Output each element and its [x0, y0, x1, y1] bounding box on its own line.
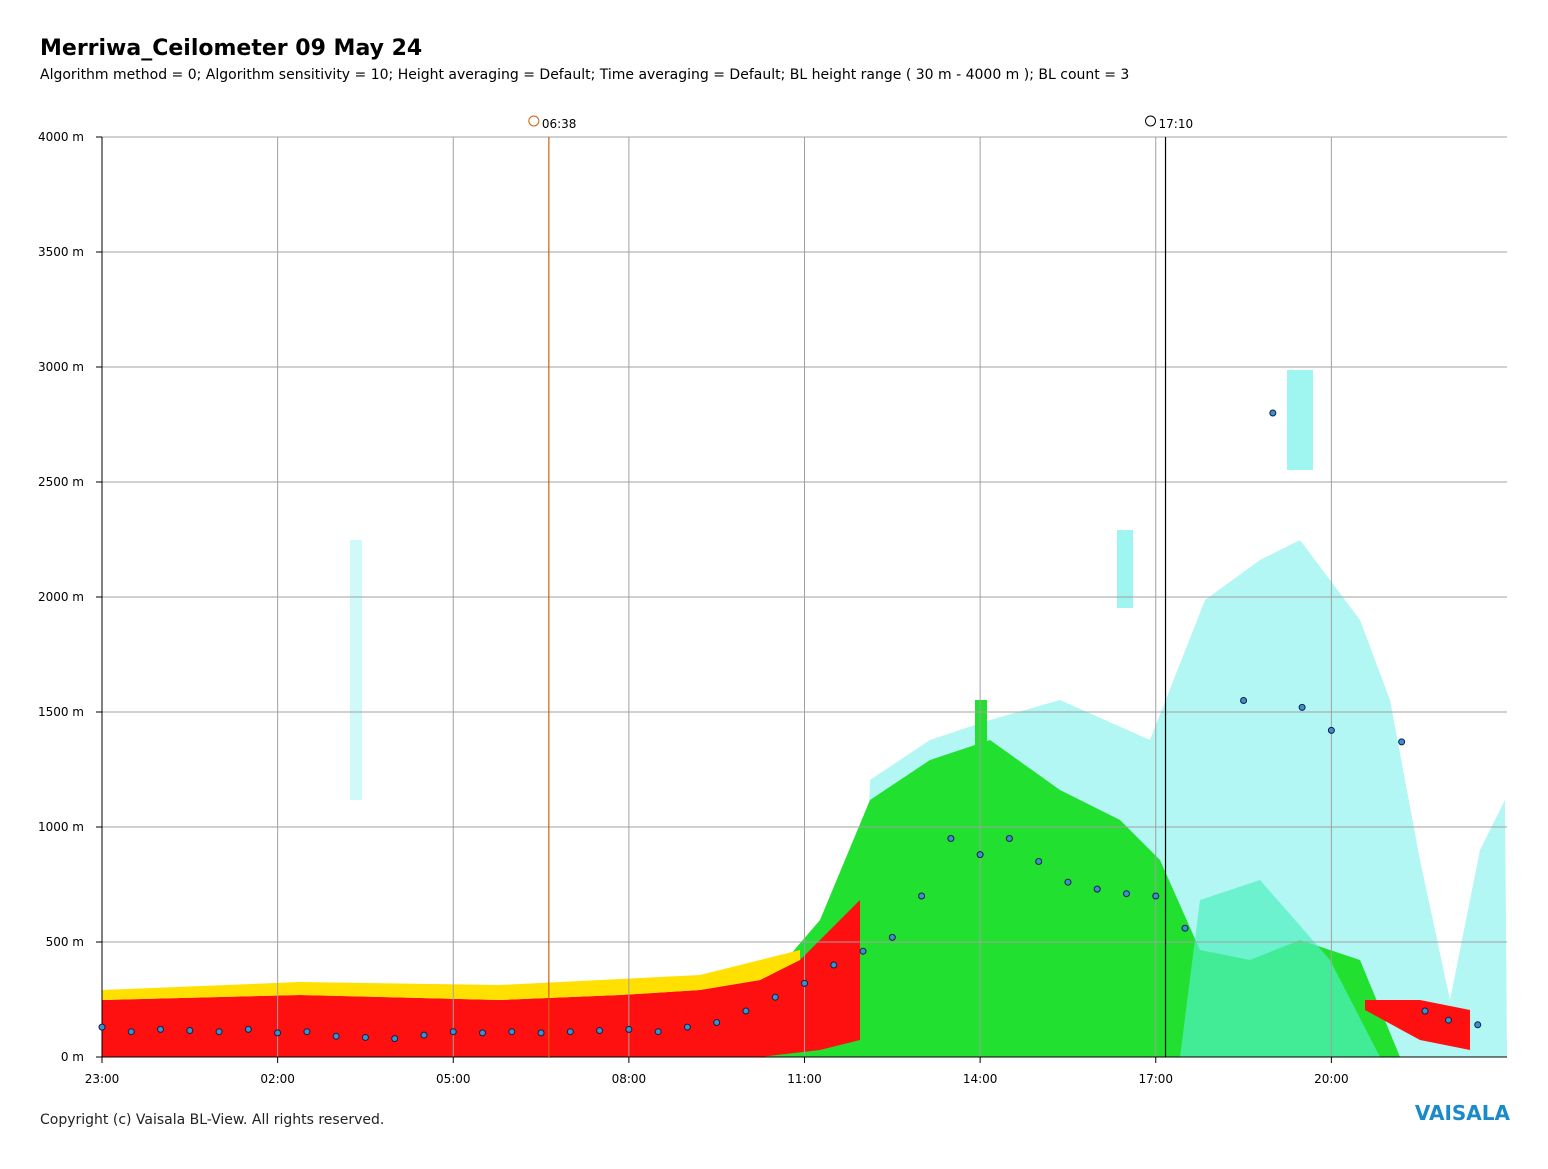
bl-height-point [332, 1032, 340, 1040]
x-tick-label: 08:00 [612, 1072, 647, 1086]
bl-height-point [566, 1028, 574, 1036]
bl-height-point [1298, 703, 1306, 711]
bl-height-point [713, 1019, 721, 1026]
bl-height-point [391, 1035, 399, 1043]
bl-height-point [127, 1028, 135, 1036]
bl-height-point [947, 835, 955, 842]
y-tick-label: 2500 m [38, 475, 84, 489]
sun-label: 17:10 [1159, 117, 1194, 131]
bl-height-point [918, 892, 926, 900]
sun-label: 06:38 [542, 117, 577, 131]
x-tick-label: 20:00 [1314, 1072, 1349, 1086]
x-tick-label: 02:00 [260, 1072, 295, 1086]
bl-height-point [859, 947, 867, 955]
footer: Copyright (c) Vaisala BL-View. All right… [40, 1112, 384, 1128]
bl-height-point [420, 1031, 428, 1039]
chart-subtitle: Algorithm method = 0; Algorithm sensitiv… [40, 67, 1129, 83]
bl-height-point [479, 1029, 487, 1037]
bl-height-point [1444, 1016, 1452, 1024]
bl-height-point [1152, 892, 1160, 900]
bl-height-point [1421, 1007, 1429, 1015]
bl-height-point [1474, 1021, 1482, 1029]
bl-height-point [303, 1028, 311, 1036]
bl-height-point [1181, 924, 1189, 932]
bl-height-point [244, 1025, 252, 1033]
bl-height-point [683, 1023, 691, 1031]
bl-height-point [596, 1027, 604, 1035]
bl-height-point [1269, 409, 1277, 417]
bl-height-point [186, 1027, 194, 1035]
x-tick-label: 17:00 [1138, 1072, 1173, 1086]
bl-height-point [1122, 890, 1130, 898]
bl-height-point [742, 1007, 750, 1015]
bl-height-point [157, 1025, 165, 1033]
x-tick-label: 14:00 [963, 1072, 998, 1086]
bl-height-point [654, 1028, 662, 1036]
y-tick-label: 0 m [61, 1050, 84, 1064]
bl-height-point [1093, 885, 1101, 893]
bl-height-point [361, 1033, 369, 1041]
bl-height-point [801, 979, 808, 987]
bl-height-point [1240, 697, 1248, 704]
bl-height-point [830, 961, 838, 969]
bl-height-point [215, 1028, 223, 1036]
bl-height-point [1064, 878, 1072, 886]
y-tick-label: 2000 m [38, 590, 84, 604]
bl-height-point [976, 851, 984, 859]
sun-icon [528, 115, 540, 127]
chart-title: Merriwa_Ceilometer 09 May 24 [40, 36, 422, 61]
x-tick-label: 11:00 [787, 1072, 822, 1086]
logo: VAISALA [1415, 1101, 1511, 1125]
backscatter-field [102, 370, 1507, 1057]
bl-height-point [1327, 726, 1335, 734]
y-tick-label: 1000 m [38, 820, 84, 834]
sun-icon [1145, 115, 1157, 127]
bl-height-point [1398, 738, 1406, 746]
bl-height-point [508, 1028, 516, 1036]
y-tick-label: 4000 m [38, 130, 84, 144]
y-tick-label: 3500 m [38, 245, 84, 259]
x-tick-label: 23:00 [85, 1072, 120, 1086]
bl-height-point [449, 1028, 457, 1036]
bl-height-point [1035, 858, 1043, 865]
bl-height-point [98, 1023, 106, 1031]
bl-height-point [888, 933, 896, 941]
x-tick-label: 05:00 [436, 1072, 471, 1086]
bl-height-point [771, 993, 779, 1001]
bl-height-point [625, 1025, 633, 1033]
bl-height-point [274, 1029, 282, 1037]
y-tick-label: 1500 m [38, 705, 84, 719]
bl-height-point [537, 1029, 545, 1037]
y-tick-label: 500 m [46, 935, 84, 949]
bl-height-point [1005, 835, 1013, 842]
y-tick-label: 3000 m [38, 360, 84, 374]
